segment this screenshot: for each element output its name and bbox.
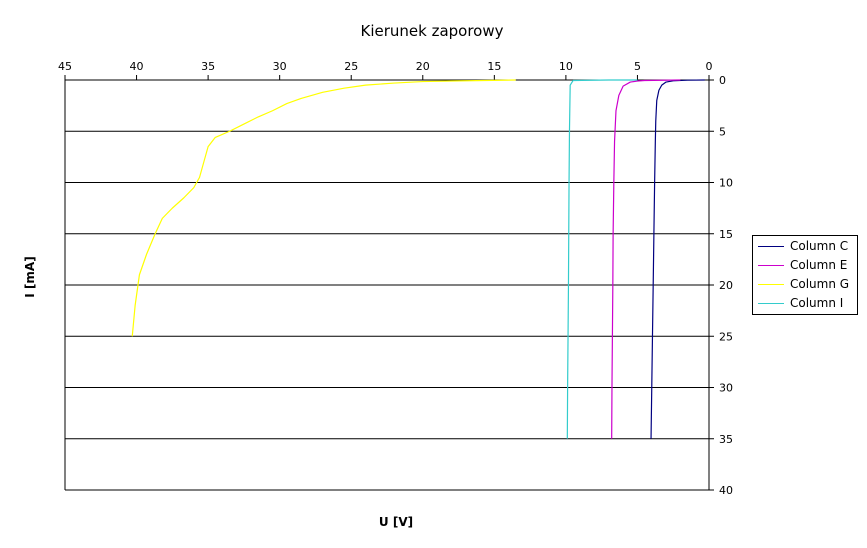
y-tick-label-35: 35 xyxy=(719,433,733,446)
y-tick-label-10: 10 xyxy=(719,177,733,190)
x-tick-label-35: 35 xyxy=(201,60,215,73)
x-tick-label-30: 30 xyxy=(273,60,287,73)
series-line-column-e xyxy=(611,79,681,439)
x-tick-label-15: 15 xyxy=(487,60,501,73)
y-axis-label: I [mA] xyxy=(23,256,37,297)
legend-item-column-g: Column G xyxy=(753,275,857,294)
legend-swatch xyxy=(758,303,784,304)
grid-lines xyxy=(65,130,709,440)
x-tick-labels: 45 40 35 30 25 20 15 10 5 0 xyxy=(58,60,713,73)
legend: Column C Column E Column G Column I xyxy=(752,235,858,315)
x-tick-label-20: 20 xyxy=(416,60,430,73)
x-tick-label-10: 10 xyxy=(559,60,573,73)
x-tick-label-0: 0 xyxy=(706,60,713,73)
legend-label: Column I xyxy=(790,296,844,310)
x-tick-label-45: 45 xyxy=(58,60,72,73)
legend-swatch xyxy=(758,246,784,247)
legend-item-column-e: Column E xyxy=(753,256,857,275)
y-tick-label-25: 25 xyxy=(719,330,733,343)
legend-label: Column C xyxy=(790,239,849,253)
legend-label: Column G xyxy=(790,277,850,291)
x-tick-label-25: 25 xyxy=(344,60,358,73)
y-tick-label-30: 30 xyxy=(719,382,733,395)
x-tick-label-5: 5 xyxy=(634,60,641,73)
series-line-column-g xyxy=(131,79,516,337)
legend-swatch xyxy=(758,265,784,266)
x-tick-label-40: 40 xyxy=(130,60,144,73)
x-axis-label: U [V] xyxy=(379,515,413,529)
legend-item-column-c: Column C xyxy=(753,237,857,256)
y-tick-label-40: 40 xyxy=(719,484,733,497)
y-tick-labels: 0 5 10 15 20 25 30 35 40 xyxy=(719,74,733,497)
y-tick-label-0: 0 xyxy=(719,74,726,87)
y-tick-label-15: 15 xyxy=(719,228,733,241)
legend-item-column-i: Column I xyxy=(753,294,857,313)
legend-swatch xyxy=(758,284,784,285)
series-lines xyxy=(131,79,705,439)
y-tick-label-20: 20 xyxy=(719,279,733,292)
series-line-column-i xyxy=(566,79,638,439)
series-line-column-c xyxy=(650,79,705,439)
y-tick-label-5: 5 xyxy=(719,125,726,138)
legend-label: Column E xyxy=(790,258,848,272)
axes xyxy=(64,75,714,491)
chart-title: Kierunek zaporowy xyxy=(360,22,503,40)
